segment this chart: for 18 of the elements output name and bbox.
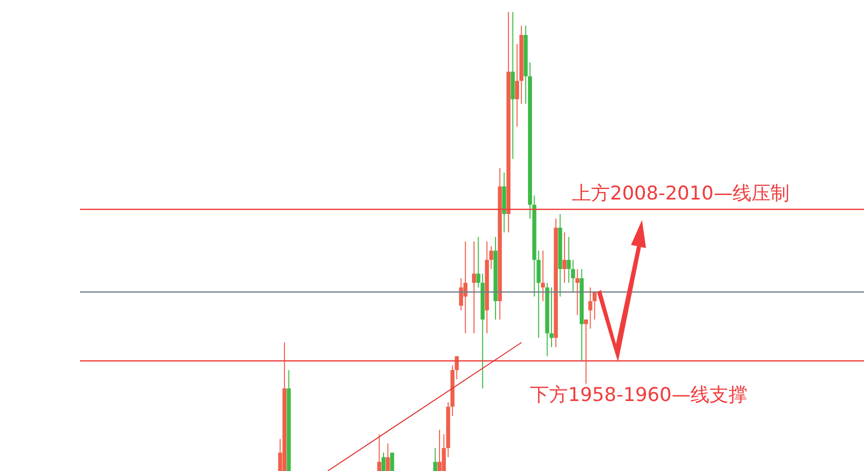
candlestick xyxy=(433,448,438,471)
ref-line-label: 下方1958-1960—线支撑 xyxy=(530,384,748,406)
candlestick xyxy=(382,452,386,471)
candlestick xyxy=(515,44,520,128)
candlestick xyxy=(438,429,442,471)
candlestick xyxy=(377,434,382,471)
candlestick xyxy=(550,286,554,348)
candlestick xyxy=(562,232,566,284)
candlestick xyxy=(472,241,476,334)
candlestick xyxy=(463,241,468,334)
candlestick xyxy=(540,250,545,302)
candlestick xyxy=(584,319,588,384)
candlestick xyxy=(588,286,592,330)
ref-line-label: 上方2008-2010—线压制 xyxy=(572,182,790,204)
candlestick xyxy=(390,452,394,471)
candlestick xyxy=(386,442,390,471)
candlestick xyxy=(459,278,464,311)
candlestick xyxy=(575,268,580,316)
